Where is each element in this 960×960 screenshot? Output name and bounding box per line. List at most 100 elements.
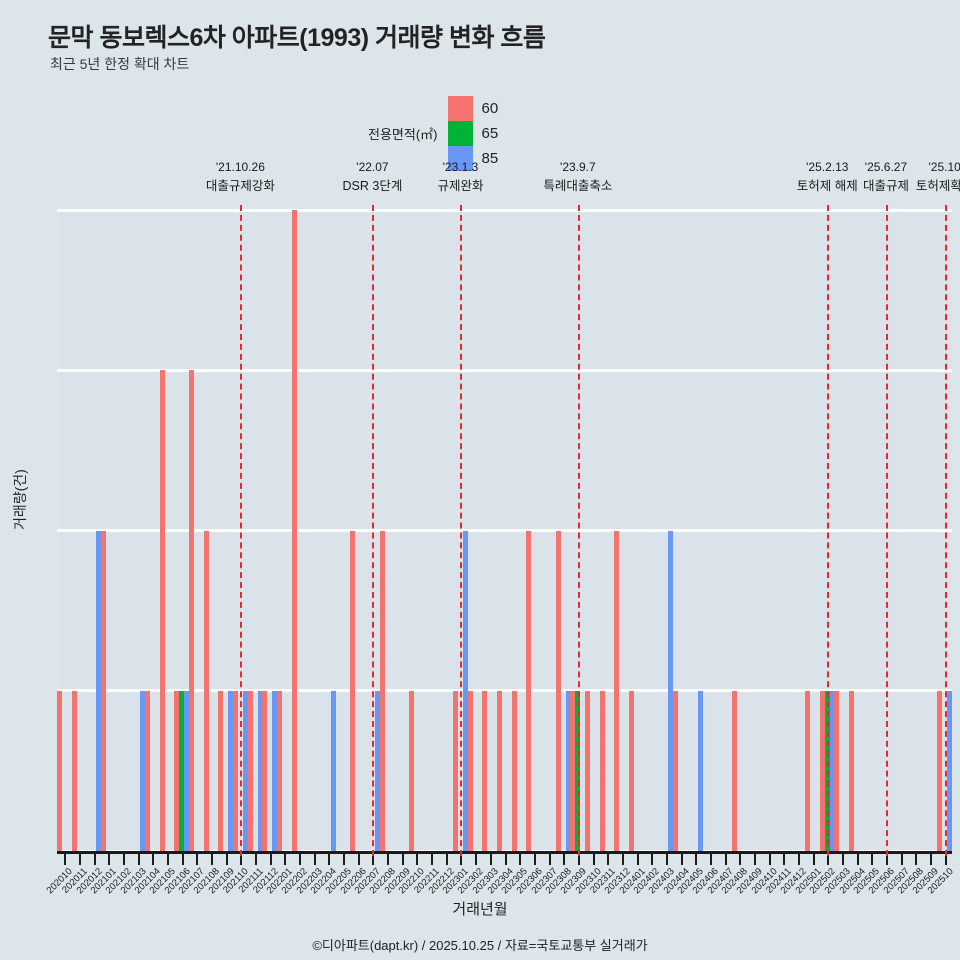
bar[interactable]: [330, 690, 336, 851]
bar[interactable]: [452, 690, 458, 851]
x-tick-mark: [680, 854, 683, 865]
bar[interactable]: [247, 690, 253, 851]
x-tick-mark: [64, 854, 67, 865]
bar[interactable]: [96, 530, 102, 851]
legend-swatch-icon: [447, 146, 473, 171]
bar[interactable]: [184, 690, 190, 851]
bar[interactable]: [379, 530, 385, 851]
x-tick-mark: [196, 854, 199, 865]
x-tick-mark: [592, 854, 595, 865]
bar[interactable]: [242, 690, 248, 851]
legend-label: 85: [481, 150, 499, 167]
y-axis-title: 거래량(건): [12, 469, 28, 530]
legend-swatch-icon: [447, 96, 473, 121]
page-subtitle: 최근 5년 한정 확대 차트: [50, 56, 190, 72]
bar[interactable]: [819, 690, 825, 851]
legend-item-65[interactable]: 65: [447, 121, 515, 146]
bar[interactable]: [585, 690, 591, 851]
event-label: '25.6.27 대출규제: [863, 158, 909, 196]
bar[interactable]: [462, 530, 468, 851]
bar[interactable]: [849, 690, 855, 851]
bar[interactable]: [834, 690, 840, 851]
bar[interactable]: [350, 530, 356, 851]
x-axis-title: 거래년월: [452, 901, 508, 918]
x-tick-mark: [445, 854, 448, 865]
bar[interactable]: [570, 690, 576, 851]
x-tick-mark: [519, 854, 522, 865]
bar[interactable]: [408, 690, 414, 851]
bar[interactable]: [937, 690, 943, 851]
bar[interactable]: [668, 530, 674, 851]
gridline: [57, 208, 952, 212]
x-tick-mark: [343, 854, 346, 865]
x-tick-mark: [783, 854, 786, 865]
event-name: 토허제확대: [915, 178, 960, 193]
bar[interactable]: [526, 530, 532, 851]
event-line: [944, 205, 947, 856]
x-tick-mark: [871, 854, 874, 865]
bar[interactable]: [262, 690, 268, 851]
bar[interactable]: [599, 690, 605, 851]
bar[interactable]: [71, 690, 77, 851]
bar[interactable]: [218, 690, 224, 851]
legend-item-85[interactable]: 85: [447, 146, 515, 171]
x-tick-mark: [548, 854, 551, 865]
bar[interactable]: [497, 690, 502, 851]
bar[interactable]: [697, 690, 703, 851]
bar[interactable]: [731, 690, 737, 851]
x-tick-mark: [944, 854, 947, 865]
event-name: DSR 3단계: [342, 178, 403, 193]
x-tick-mark: [255, 854, 258, 865]
bar[interactable]: [629, 690, 635, 851]
bar[interactable]: [144, 690, 150, 851]
bar[interactable]: [291, 210, 297, 851]
x-tick-mark: [841, 854, 844, 865]
x-tick-mark: [504, 854, 507, 865]
bar[interactable]: [482, 690, 488, 851]
bar[interactable]: [159, 370, 165, 851]
event-date: '21.10.26: [215, 160, 265, 174]
bar[interactable]: [511, 690, 517, 851]
event-date: '25.10: [928, 160, 960, 174]
bar[interactable]: [276, 690, 282, 851]
event-label: '21.10.26 대출규제강화: [206, 158, 275, 196]
bar[interactable]: [179, 690, 185, 851]
bar[interactable]: [673, 690, 679, 851]
bar[interactable]: [467, 690, 473, 851]
legend-swatch-icon: [447, 121, 473, 146]
bar[interactable]: [140, 690, 146, 851]
bar[interactable]: [614, 530, 620, 851]
bar[interactable]: [174, 690, 180, 851]
bar[interactable]: [188, 370, 194, 851]
x-tick-mark: [915, 854, 918, 865]
gridline: [57, 689, 952, 693]
bar[interactable]: [203, 530, 209, 851]
x-tick-mark: [577, 854, 580, 865]
bar[interactable]: [555, 530, 561, 851]
bar[interactable]: [100, 530, 106, 851]
bar[interactable]: [257, 690, 263, 851]
x-tick-mark: [636, 854, 639, 865]
bar[interactable]: [272, 690, 278, 851]
event-date: '22.07: [356, 160, 389, 174]
x-tick-mark: [313, 854, 316, 865]
bar[interactable]: [374, 690, 380, 851]
bar[interactable]: [565, 690, 571, 851]
bar[interactable]: [947, 690, 953, 851]
event-line: [460, 205, 463, 856]
bar[interactable]: [805, 690, 811, 851]
x-tick-mark: [812, 854, 815, 865]
x-tick-mark: [489, 854, 492, 865]
event-line: [372, 205, 375, 856]
event-name: 토허제 해제: [796, 178, 858, 193]
x-tick-mark: [797, 854, 800, 865]
bar[interactable]: [228, 690, 234, 851]
event-label: '25.10 토허제확대: [916, 158, 960, 196]
x-tick-mark: [181, 854, 184, 865]
bar[interactable]: [829, 690, 835, 851]
x-tick-mark: [123, 854, 126, 865]
bar[interactable]: [232, 690, 238, 851]
legend-item-60[interactable]: 60: [447, 96, 515, 121]
bar[interactable]: [56, 690, 62, 851]
